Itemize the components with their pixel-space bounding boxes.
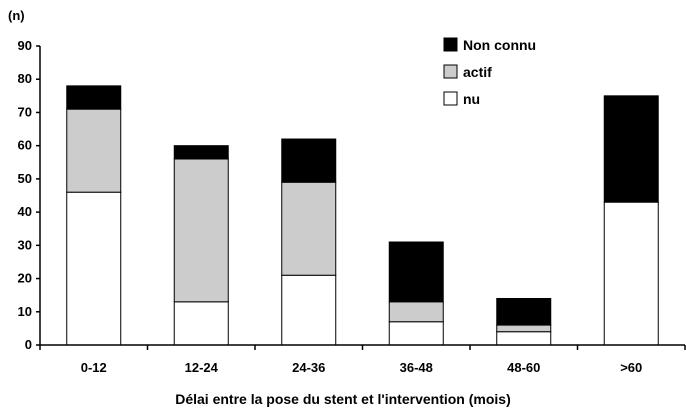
y-tick-label: 60: [18, 138, 32, 153]
legend-label-non-connu: Non connu: [463, 37, 536, 53]
bar-segment-actif: [388, 301, 444, 323]
bar-segment-non-connu: [388, 241, 444, 303]
y-tick-label: 50: [18, 171, 32, 186]
bar-segment-nu: [496, 331, 552, 346]
bar-segment-actif: [173, 158, 229, 303]
x-tick-label: >60: [620, 360, 642, 375]
y-tick-label: 80: [18, 71, 32, 86]
x-tick-label: 0-12: [81, 360, 107, 375]
legend-swatch-non-connu: [443, 37, 458, 52]
legend-swatch-actif: [443, 64, 458, 79]
y-tick-label: 0: [25, 337, 32, 352]
bar-segment-actif: [496, 324, 552, 333]
bar-segment-non-connu: [173, 145, 229, 160]
x-axis: 0-12 12-24 24-36 36-48 48-60 >60: [39, 344, 686, 375]
y-tick-label: 40: [18, 204, 32, 219]
y-axis-label: (n): [8, 8, 25, 23]
bar-segment-nu: [281, 274, 337, 346]
bar-segment-non-connu: [496, 297, 552, 326]
x-tick-label: 36-48: [400, 360, 433, 375]
y-axis: 0 10 20 30 40 50 60 70 80 90: [18, 38, 41, 352]
legend-swatch-nu: [443, 91, 458, 106]
x-tick-label: 48-60: [507, 360, 540, 375]
bar-segment-nu: [66, 191, 122, 346]
y-tick-label: 10: [18, 304, 32, 319]
y-tick-label: 30: [18, 237, 32, 252]
bar-segment-non-connu: [281, 138, 337, 183]
y-tick-label: 20: [18, 271, 32, 286]
bar-segment-non-connu: [603, 95, 659, 203]
bar-segment-actif: [281, 181, 337, 276]
bar-segment-nu: [173, 301, 229, 346]
bar-segment-non-connu: [66, 85, 122, 110]
legend: Non connu actif nu: [443, 37, 536, 107]
x-axis-title: Délai entre la pose du stent et l'interv…: [175, 391, 511, 407]
legend-label-nu: nu: [463, 91, 480, 107]
x-tick-label: 12-24: [185, 360, 219, 375]
y-tick-label: 70: [18, 104, 32, 119]
x-tick-label: 24-36: [292, 360, 325, 375]
bar-segment-nu: [603, 201, 659, 346]
legend-label-actif: actif: [463, 64, 492, 80]
bars: [66, 85, 659, 346]
bar-segment-actif: [66, 108, 122, 193]
y-tick-label: 90: [18, 38, 32, 53]
bar-segment-nu: [388, 321, 444, 346]
